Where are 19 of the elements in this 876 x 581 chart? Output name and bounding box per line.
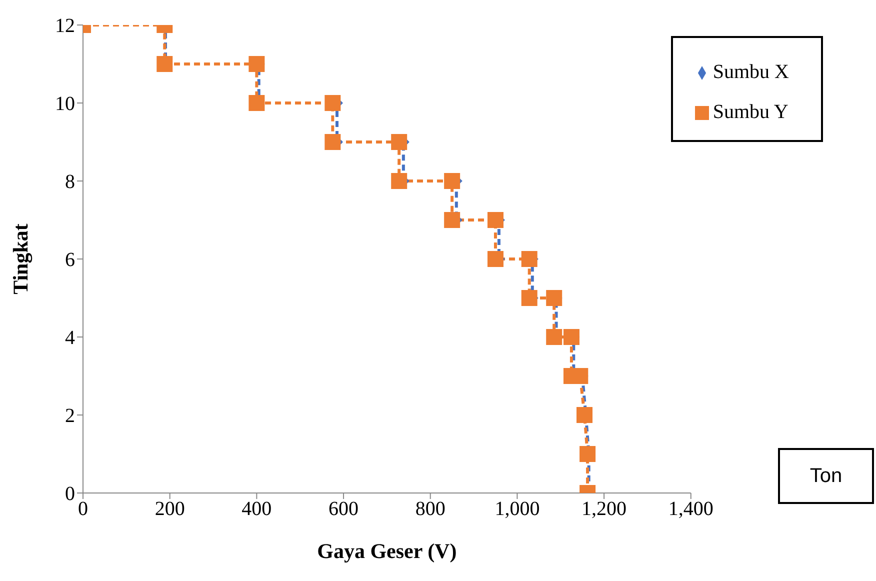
x-tick-label: 800: [415, 498, 446, 520]
y-tick-label: 8: [65, 171, 75, 194]
x-tick-label: 600: [328, 498, 359, 520]
text: Ton: [778, 448, 874, 504]
legend-label: Sumbu X: [712, 61, 789, 83]
y-tick-label: 2: [65, 405, 75, 428]
y-tick-label: 10: [55, 93, 75, 116]
y-axis-title: Tingkat: [8, 224, 32, 294]
x-tick-label: 200: [154, 498, 185, 520]
y-tick-label: 6: [65, 249, 75, 272]
y-tick-label: 12: [55, 15, 75, 38]
x-tick-label: 1,000: [494, 498, 540, 520]
x-tick-label: 1,200: [582, 498, 627, 520]
x-tick-label: 1,400: [668, 498, 714, 520]
y-tick-label: 4: [65, 327, 75, 350]
y-tick-label: 0: [65, 483, 75, 506]
x-axis-title: Gaya Geser (V): [317, 539, 457, 563]
legend-label: Sumbu Y: [712, 101, 788, 123]
x-tick-label: 400: [242, 498, 272, 520]
